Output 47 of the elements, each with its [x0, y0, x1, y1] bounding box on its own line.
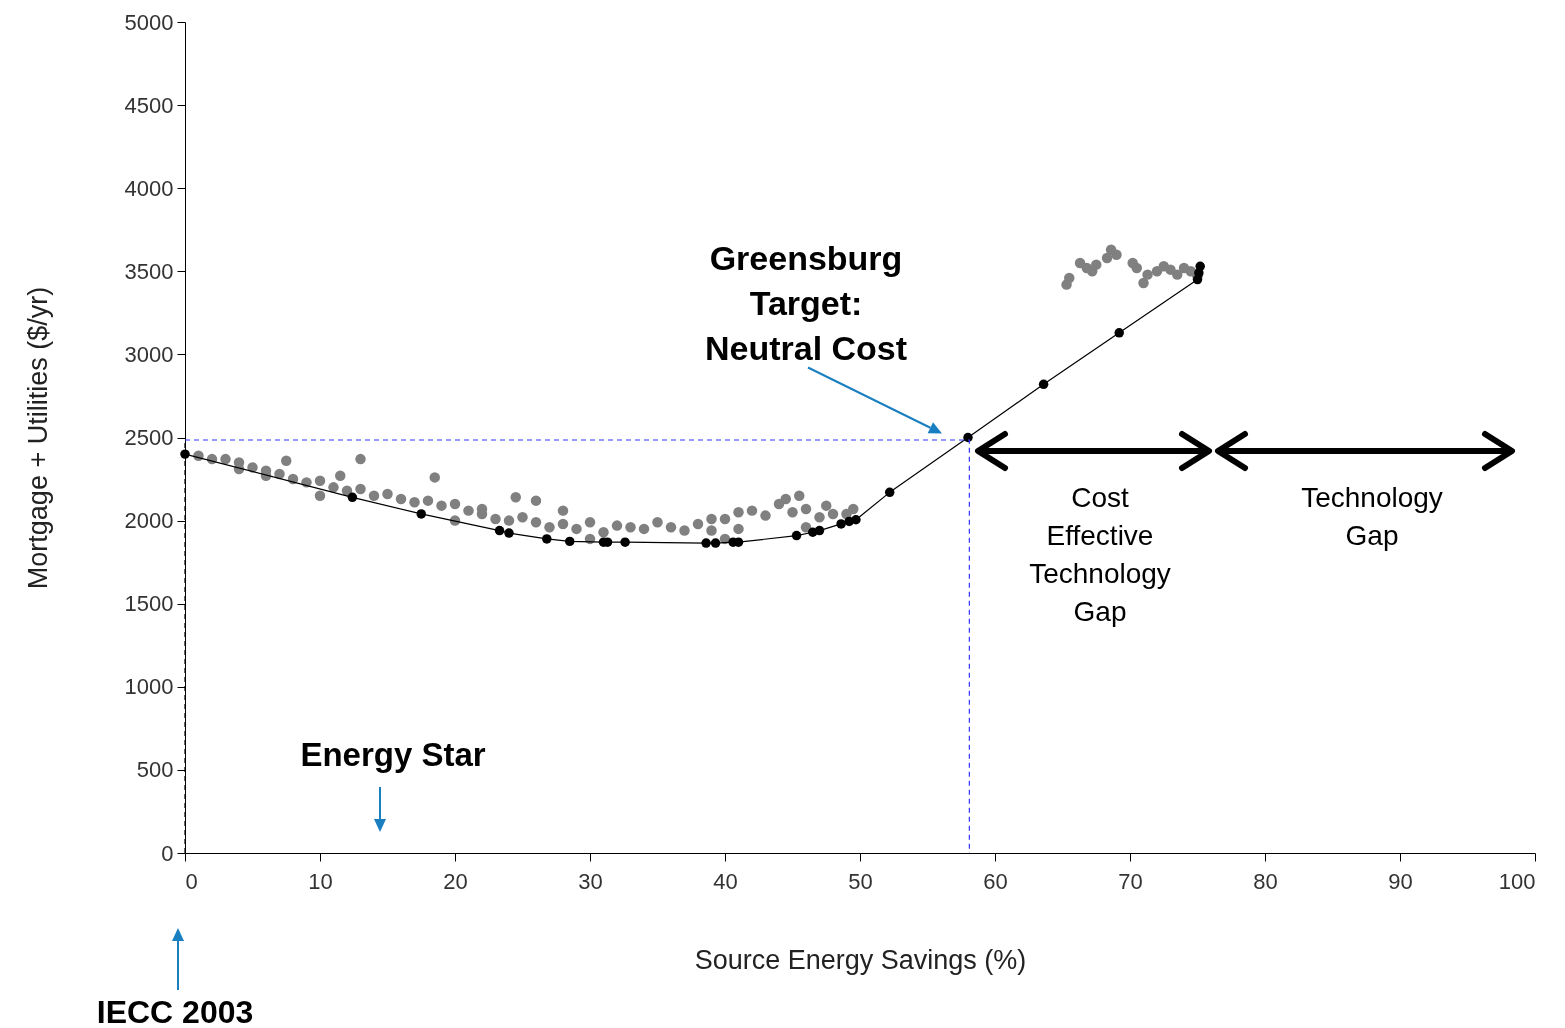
y-tick-label: 4500	[124, 92, 174, 118]
point	[504, 528, 514, 538]
point	[884, 487, 895, 498]
annotation: Cost Effective Technology Gap	[1029, 482, 1171, 627]
y-tick-label: 1500	[124, 591, 174, 617]
x-tick-label: 100	[1498, 868, 1536, 894]
point	[347, 492, 358, 503]
y-tick-label: 0	[161, 840, 174, 866]
y-tick-label: 500	[136, 757, 174, 783]
text: IECC 2003	[96, 994, 254, 1028]
point	[851, 515, 861, 525]
point	[1114, 328, 1124, 338]
point	[710, 538, 721, 548]
point	[701, 538, 711, 548]
x-tick-label: 20	[443, 868, 468, 894]
point	[620, 537, 630, 547]
point	[1195, 261, 1205, 272]
point	[416, 509, 426, 519]
y-tick-label: 5000	[124, 9, 174, 35]
point	[494, 525, 505, 536]
x-tick-label: 90	[1388, 868, 1413, 894]
y-tick-label: 2000	[124, 508, 174, 534]
y-tick-label: 3000	[124, 341, 174, 367]
point	[963, 432, 973, 443]
point	[791, 530, 802, 541]
annotation: Energy Star	[300, 736, 486, 773]
y-tick-label: 4000	[124, 175, 174, 201]
annotation: Technology Gap	[1301, 482, 1443, 551]
y-tick-label: 2500	[124, 425, 174, 450]
point	[836, 519, 846, 529]
x-tick-label: 30	[578, 868, 603, 894]
y-axis-title: Mortgage + Utilities ($/yr)	[22, 286, 53, 590]
x-tick-label: 50	[848, 868, 873, 894]
x-axis-title: Source Energy Savings (%)	[694, 944, 1027, 975]
x-tick-label: 0	[185, 868, 198, 894]
x-tick-label: 60	[983, 868, 1008, 894]
annotation: Greensburg Target: Neutral Cost	[704, 238, 908, 367]
y-tick-label: 1000	[124, 674, 174, 700]
point	[565, 536, 575, 547]
point	[1038, 379, 1049, 390]
x-tick-label: 10	[308, 868, 333, 894]
point	[542, 534, 552, 544]
x-tick-label: 80	[1253, 868, 1278, 894]
y-tick-label: 3500	[124, 258, 174, 284]
x-tick-label: 70	[1118, 868, 1143, 894]
point	[814, 525, 825, 536]
x-tick-label: 40	[713, 868, 738, 894]
